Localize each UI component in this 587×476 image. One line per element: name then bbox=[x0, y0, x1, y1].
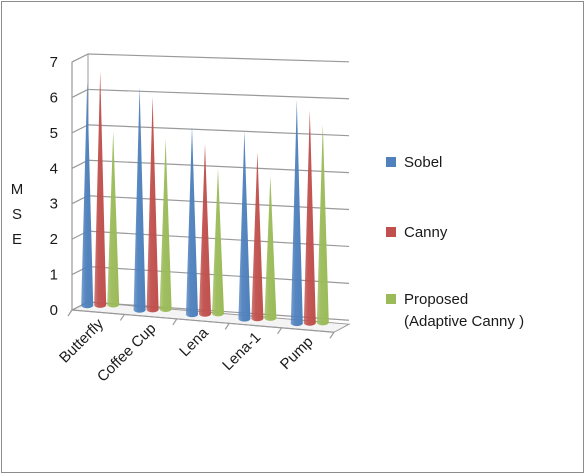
cone-pump-sobel bbox=[290, 99, 303, 327]
cone-pump-proposed bbox=[316, 123, 329, 326]
cone-lena-1-sobel bbox=[238, 130, 251, 322]
cone-butterfly-proposed bbox=[107, 130, 120, 308]
x-tick-label: Pump bbox=[277, 333, 317, 373]
gridline-side bbox=[71, 124, 89, 134]
legend-swatch bbox=[386, 227, 396, 237]
y-axis-label: MSE bbox=[11, 181, 24, 248]
y-axis-label-letter: S bbox=[12, 206, 22, 223]
y-tick-label: 6 bbox=[50, 89, 58, 106]
gridline-side bbox=[71, 53, 89, 63]
cone-lena-sobel bbox=[186, 126, 198, 318]
x-tick-mark bbox=[277, 327, 283, 335]
cone-lena-canny bbox=[199, 143, 212, 317]
x-tick-mark bbox=[329, 331, 335, 339]
legend-label: Proposed bbox=[404, 291, 468, 308]
x-axis-line bbox=[71, 309, 335, 333]
legend: Sobel Canny Proposed (Adaptive Canny ) bbox=[386, 154, 524, 330]
x-tick-mark bbox=[224, 323, 230, 330]
y-tick-label: 7 bbox=[50, 54, 58, 71]
cone-coffee-cup-sobel bbox=[133, 86, 146, 313]
y-tick-label: 0 bbox=[50, 302, 58, 319]
y-tick-label: 4 bbox=[50, 160, 58, 177]
cone-lena-1-canny bbox=[251, 151, 264, 322]
y-tick-label: 3 bbox=[50, 196, 58, 213]
y-tick-label: 1 bbox=[50, 267, 58, 284]
gridline bbox=[87, 53, 350, 63]
cones bbox=[81, 71, 329, 327]
y-tick-labels: 0 1 2 3 4 5 6 7 bbox=[50, 54, 58, 319]
x-tick-label: Butterfly bbox=[56, 315, 107, 366]
legend-label: Sobel bbox=[404, 154, 442, 171]
legend-swatch bbox=[386, 294, 396, 304]
cone-butterfly-sobel bbox=[81, 82, 94, 309]
legend-swatch bbox=[386, 157, 396, 167]
x-tick-label: Lena bbox=[176, 324, 212, 360]
gridline bbox=[87, 159, 350, 174]
gridline bbox=[87, 88, 350, 100]
cone-coffee-cup-proposed bbox=[159, 138, 172, 312]
y-tick-label: 5 bbox=[50, 125, 58, 142]
cone-butterfly-canny bbox=[94, 71, 107, 308]
cone-lena-1-proposed bbox=[264, 176, 277, 321]
legend-label: (Adaptive Canny ) bbox=[404, 313, 524, 330]
legend-label: Canny bbox=[404, 224, 448, 241]
y-axis-label-letter: M bbox=[11, 181, 24, 198]
y-tick-label: 2 bbox=[50, 231, 58, 248]
gridline bbox=[87, 124, 350, 137]
x-tick-mark bbox=[119, 314, 125, 321]
y-axis-label-letter: E bbox=[12, 231, 22, 248]
x-tick-mark bbox=[67, 309, 73, 317]
x-tick-label: Lena-1 bbox=[219, 329, 264, 374]
cone-lena-proposed bbox=[212, 168, 224, 317]
cone-coffee-cup-canny bbox=[146, 96, 159, 313]
gridline-side bbox=[71, 88, 89, 98]
cone-pump-canny bbox=[303, 110, 316, 326]
x-tick-mark bbox=[172, 318, 178, 326]
